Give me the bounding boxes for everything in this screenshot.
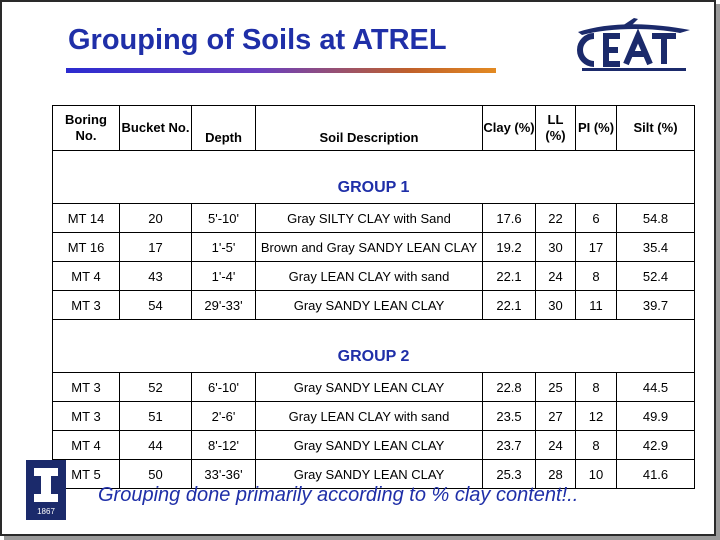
table-row: MT 3 51 2'-6' Gray LEAN CLAY with sand 2… — [52, 401, 695, 431]
cell-bucket: 43 — [119, 261, 192, 291]
group-label: GROUP 1 — [52, 150, 695, 204]
table-row: MT 3 52 6'-10' Gray SANDY LEAN CLAY 22.8… — [52, 372, 695, 402]
cell-clay: 22.1 — [482, 290, 536, 320]
table-row: MT 16 17 1'-5' Brown and Gray SANDY LEAN… — [52, 232, 695, 262]
cell-silt: 49.9 — [616, 401, 695, 431]
cell-ll: 27 — [535, 401, 576, 431]
cell-silt: 35.4 — [616, 232, 695, 262]
cell-pi: 6 — [575, 203, 617, 233]
logo-year: 1867 — [37, 507, 55, 516]
cell-description: Brown and Gray SANDY LEAN CLAY — [255, 232, 483, 262]
cell-ll: 25 — [535, 372, 576, 402]
cell-description: Gray SANDY LEAN CLAY — [255, 290, 483, 320]
cell-pi: 8 — [575, 261, 617, 291]
cell-description: Gray SANDY LEAN CLAY — [255, 430, 483, 460]
cell-pi: 11 — [575, 290, 617, 320]
cell-bucket: 52 — [119, 372, 192, 402]
cell-depth: 6'-10' — [191, 372, 256, 402]
title-underline — [66, 68, 496, 73]
cell-description: Gray SILTY CLAY with Sand — [255, 203, 483, 233]
cell-clay: 23.5 — [482, 401, 536, 431]
cell-depth: 29'-33' — [191, 290, 256, 320]
group-heading-row: GROUP 1 — [52, 150, 695, 204]
cell-pi: 8 — [575, 372, 617, 402]
table-header-row: Boring No. Bucket No. Depth Soil Descrip… — [52, 105, 695, 151]
cell-pi: 10 — [575, 459, 617, 489]
cell-silt: 39.7 — [616, 290, 695, 320]
cell-bucket: 51 — [119, 401, 192, 431]
slide-title: Grouping of Soils at ATREL — [68, 24, 447, 56]
cell-clay: 22.1 — [482, 261, 536, 291]
table-row: MT 3 54 29'-33' Gray SANDY LEAN CLAY 22.… — [52, 290, 695, 320]
cell-silt: 52.4 — [616, 261, 695, 291]
cell-description: Gray LEAN CLAY with sand — [255, 261, 483, 291]
footer-note: Grouping done primarily according to % c… — [98, 484, 579, 506]
cell-bucket: 50 — [119, 459, 192, 489]
cell-silt: 54.8 — [616, 203, 695, 233]
cell-bucket: 20 — [119, 203, 192, 233]
header-bucket-no: Bucket No. — [119, 105, 192, 151]
group-heading-row: GROUP 2 — [52, 319, 695, 373]
cell-pi: 8 — [575, 430, 617, 460]
header-soil-description: Soil Description — [255, 105, 483, 151]
cell-ll: 30 — [535, 232, 576, 262]
cell-ll: 24 — [535, 430, 576, 460]
cell-depth: 8'-12' — [191, 430, 256, 460]
cell-ll: 30 — [535, 290, 576, 320]
cell-bucket: 44 — [119, 430, 192, 460]
cell-clay: 22.8 — [482, 372, 536, 402]
cell-description: Gray SANDY LEAN CLAY — [255, 459, 483, 489]
cell-boring: MT 4 — [52, 430, 120, 460]
cell-boring: MT 16 — [52, 232, 120, 262]
cell-boring: MT 3 — [52, 401, 120, 431]
soil-groups-table: Boring No. Bucket No. Depth Soil Descrip… — [52, 105, 695, 489]
cell-pi: 12 — [575, 401, 617, 431]
cell-bucket: 54 — [119, 290, 192, 320]
cell-silt: 42.9 — [616, 430, 695, 460]
cell-clay: 17.6 — [482, 203, 536, 233]
cell-description: Gray SANDY LEAN CLAY — [255, 372, 483, 402]
cell-boring: MT 3 — [52, 372, 120, 402]
cell-depth: 1'-5' — [191, 232, 256, 262]
table-row: MT 14 20 5'-10' Gray SILTY CLAY with San… — [52, 203, 695, 233]
header-clay: Clay (%) — [482, 105, 536, 151]
cell-depth: 1'-4' — [191, 261, 256, 291]
cell-silt: 41.6 — [616, 459, 695, 489]
cell-description: Gray LEAN CLAY with sand — [255, 401, 483, 431]
group-label: GROUP 2 — [52, 319, 695, 373]
cell-clay: 19.2 — [482, 232, 536, 262]
cell-ll: 22 — [535, 203, 576, 233]
cell-depth: 2'-6' — [191, 401, 256, 431]
cell-ll: 24 — [535, 261, 576, 291]
header-pi: PI (%) — [575, 105, 617, 151]
header-ll: LL (%) — [535, 105, 576, 151]
header-depth: Depth — [191, 105, 256, 151]
airplane-logo-icon — [577, 18, 690, 71]
table-row: MT 4 43 1'-4' Gray LEAN CLAY with sand 2… — [52, 261, 695, 291]
header-silt: Silt (%) — [616, 105, 695, 151]
cell-depth: 5'-10' — [191, 203, 256, 233]
table-row: MT 4 44 8'-12' Gray SANDY LEAN CLAY 23.7… — [52, 430, 695, 460]
cell-pi: 17 — [575, 232, 617, 262]
header-boring-no: Boring No. — [52, 105, 120, 151]
cell-silt: 44.5 — [616, 372, 695, 402]
table-row: MT 5 50 33'-36' Gray SANDY LEAN CLAY 25.… — [52, 459, 695, 489]
cell-boring: MT 3 — [52, 290, 120, 320]
cell-boring: MT 4 — [52, 261, 120, 291]
block-i-logo-icon: 1867 — [26, 460, 66, 520]
cell-boring: MT 14 — [52, 203, 120, 233]
cell-clay: 23.7 — [482, 430, 536, 460]
cell-bucket: 17 — [119, 232, 192, 262]
